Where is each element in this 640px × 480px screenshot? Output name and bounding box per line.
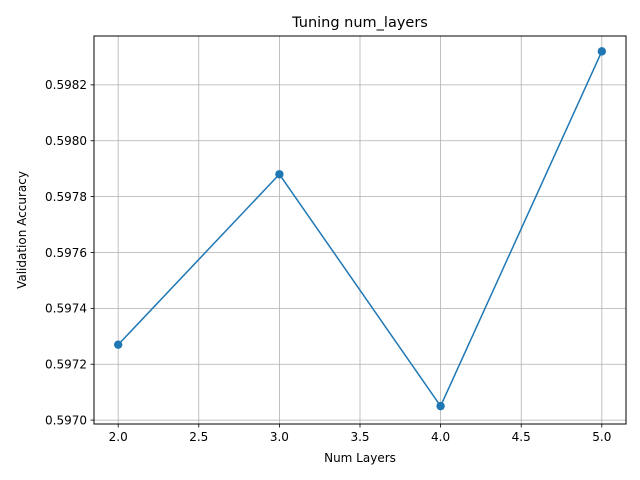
x-tick-label: 4.5 <box>512 430 531 444</box>
y-axis-ticks: 0.5970 0.5972 0.5974 0.5976 0.5978 0.5980 0.59… <box>45 78 94 427</box>
data-point <box>597 47 607 56</box>
x-tick-label: 4.0 <box>431 430 450 444</box>
series-line <box>117 51 603 408</box>
y-tick-label: 0.5974 <box>45 302 87 316</box>
y-tick-label: 0.5976 <box>45 246 87 260</box>
x-tick-label: 3.5 <box>350 430 369 444</box>
y-tick-label: 0.5970 <box>45 413 87 427</box>
x-tick-label: 3.0 <box>270 430 289 444</box>
y-tick-label: 0.5982 <box>45 78 87 92</box>
x-tick-label: 2.0 <box>109 430 128 444</box>
grid-layer <box>94 36 626 424</box>
data-point <box>436 401 445 411</box>
data-point <box>113 340 123 349</box>
chart-title: Tuning num_layers <box>291 15 428 31</box>
y-tick-label: 0.5980 <box>45 134 87 148</box>
y-tick-label: 0.5972 <box>45 358 87 372</box>
x-axis-label: Num Layers <box>324 451 396 465</box>
x-tick-label: 2.5 <box>189 430 208 444</box>
y-axis-label: Validation Accuracy <box>15 171 29 289</box>
x-tick-label: 5.0 <box>592 430 611 444</box>
data-point <box>275 170 284 179</box>
series-layer <box>113 47 607 411</box>
y-tick-label: 0.5978 <box>45 190 87 204</box>
x-axis-ticks: 2.0 2.5 3.0 3.5 4.0 4.5 5.0 <box>109 424 611 444</box>
